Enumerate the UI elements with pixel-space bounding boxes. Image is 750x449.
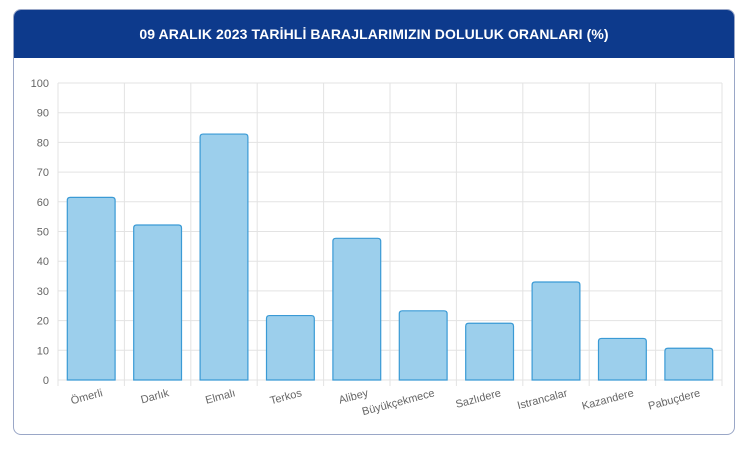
chart-title: 09 ARALIK 2023 TARİHLİ BARAJLARIMIZIN DO… — [139, 26, 609, 42]
y-tick-label: 50 — [37, 227, 49, 239]
bar — [398, 310, 448, 381]
bar — [332, 237, 382, 381]
y-tick-label: 30 — [37, 286, 49, 298]
bar — [597, 337, 647, 381]
y-tick-label: 40 — [37, 256, 49, 268]
y-tick-label: 10 — [37, 345, 49, 357]
x-tick-label: Pabuçdere — [647, 387, 702, 412]
y-tick-label: 60 — [37, 197, 49, 209]
bar — [531, 281, 581, 381]
x-tick-label: Sazlıdere — [454, 387, 502, 411]
chart-area: 0 10 20 30 40 50 60 70 80 90 100 Ömerli Darlık Elmalı… — [14, 58, 734, 434]
y-tick-label: 80 — [37, 137, 49, 149]
x-tick-label: Istrancalar — [516, 387, 569, 412]
bar — [265, 314, 315, 381]
chart-header: 09 ARALIK 2023 TARİHLİ BARAJLARIMIZIN DO… — [14, 10, 734, 58]
bar — [199, 133, 249, 381]
y-tick-label: 20 — [37, 316, 49, 328]
x-tick-label: Kazandere — [581, 387, 636, 412]
chart-card: 09 ARALIK 2023 TARİHLİ BARAJLARIMIZIN DO… — [13, 9, 735, 435]
bar-chart: 0 10 20 30 40 50 60 70 80 90 100 Ömerli Darlık Elmalı… — [31, 78, 723, 418]
x-tick-label: Ömerli — [70, 387, 104, 407]
y-tick-label: 0 — [43, 375, 49, 387]
x-tick-label: Elmalı — [204, 387, 237, 407]
bar — [664, 347, 714, 381]
x-tick-label: Darlık — [140, 387, 171, 406]
bar — [66, 196, 116, 381]
x-tick-label: Büyükçekmece — [361, 387, 436, 418]
y-tick-label: 100 — [31, 78, 49, 90]
bar — [465, 322, 515, 381]
y-tick-label: 90 — [37, 108, 49, 120]
y-tick-label: 70 — [37, 167, 49, 179]
bar — [133, 224, 183, 381]
x-tick-label: Alibey — [338, 387, 371, 406]
x-tick-label: Terkos — [269, 387, 304, 407]
